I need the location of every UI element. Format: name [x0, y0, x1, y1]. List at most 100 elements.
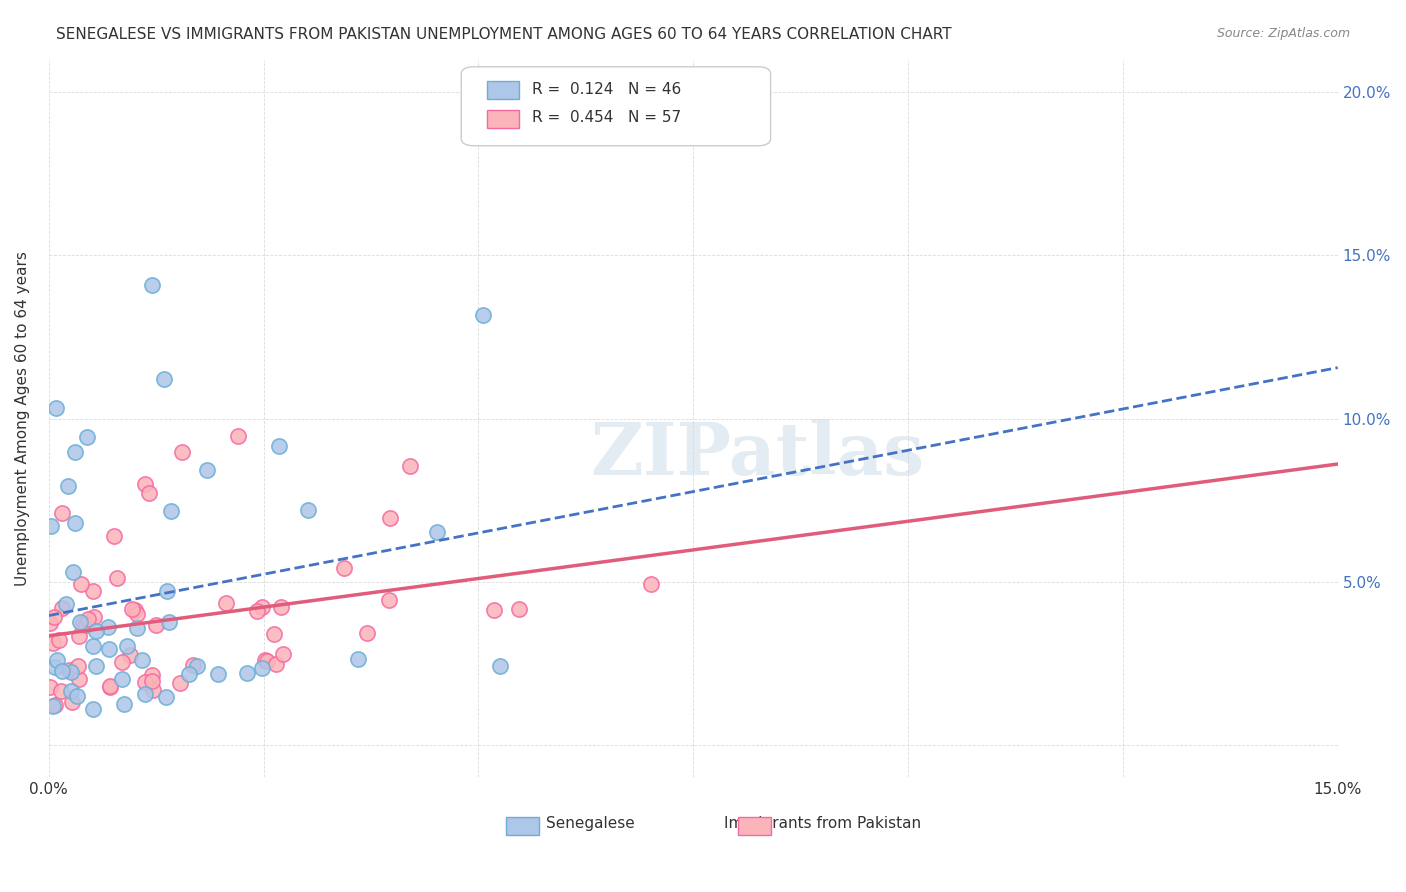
Text: Immigrants from Pakistan: Immigrants from Pakistan — [724, 815, 921, 830]
Senegalese — [197, 462, 219, 476]
Immigrants from Pakistan — [141, 668, 163, 682]
Senegalese — [186, 659, 208, 673]
Text: ZIPatlas: ZIPatlas — [591, 419, 925, 490]
Immigrants from Pakistan — [105, 571, 128, 585]
Text: R =  0.124   N = 46: R = 0.124 N = 46 — [531, 81, 682, 96]
Text: SENEGALESE VS IMMIGRANTS FROM PAKISTAN UNEMPLOYMENT AMONG AGES 60 TO 64 YEARS CO: SENEGALESE VS IMMIGRANTS FROM PAKISTAN U… — [56, 27, 952, 42]
Bar — [486, 81, 519, 99]
Senegalese — [63, 516, 86, 530]
Senegalese — [98, 641, 121, 656]
Immigrants from Pakistan — [51, 600, 73, 615]
Senegalese — [125, 621, 148, 635]
Immigrants from Pakistan — [48, 632, 70, 647]
Senegalese — [45, 401, 67, 416]
Immigrants from Pakistan — [270, 599, 292, 614]
Senegalese — [472, 308, 495, 322]
Immigrants from Pakistan — [124, 602, 146, 616]
Senegalese — [157, 615, 180, 630]
Senegalese — [426, 524, 449, 539]
Senegalese — [84, 659, 107, 673]
Senegalese — [489, 658, 512, 673]
Y-axis label: Unemployment Among Ages 60 to 64 years: Unemployment Among Ages 60 to 64 years — [15, 251, 30, 586]
Immigrants from Pakistan — [72, 616, 94, 631]
Immigrants from Pakistan — [98, 680, 121, 694]
Immigrants from Pakistan — [254, 653, 277, 667]
Senegalese — [69, 615, 91, 629]
Immigrants from Pakistan — [38, 680, 60, 694]
Senegalese — [46, 653, 69, 667]
Immigrants from Pakistan — [169, 676, 191, 690]
Immigrants from Pakistan — [44, 609, 66, 624]
Senegalese — [156, 584, 179, 599]
Text: R =  0.454   N = 57: R = 0.454 N = 57 — [531, 111, 682, 125]
Immigrants from Pakistan — [134, 477, 156, 491]
Immigrants from Pakistan — [118, 648, 141, 662]
Senegalese — [207, 667, 229, 681]
Immigrants from Pakistan — [333, 561, 356, 575]
Immigrants from Pakistan — [67, 658, 90, 673]
Senegalese — [59, 665, 82, 679]
Immigrants from Pakistan — [640, 577, 662, 591]
Bar — [506, 817, 538, 835]
Senegalese — [76, 430, 98, 444]
Senegalese — [62, 565, 84, 579]
Senegalese — [236, 666, 259, 681]
Senegalese — [155, 690, 177, 705]
Text: Source: ZipAtlas.com: Source: ZipAtlas.com — [1216, 27, 1350, 40]
Immigrants from Pakistan — [70, 577, 93, 591]
Bar — [738, 817, 770, 835]
Senegalese — [42, 698, 65, 713]
Immigrants from Pakistan — [398, 458, 420, 473]
Immigrants from Pakistan — [121, 602, 143, 616]
Immigrants from Pakistan — [82, 583, 104, 598]
Senegalese — [41, 519, 63, 533]
Immigrants from Pakistan — [246, 604, 269, 618]
Immigrants from Pakistan — [271, 647, 294, 661]
Immigrants from Pakistan — [103, 529, 125, 543]
Senegalese — [112, 697, 135, 711]
Senegalese — [134, 687, 156, 701]
Senegalese — [84, 624, 107, 639]
Senegalese — [44, 660, 66, 674]
Immigrants from Pakistan — [77, 612, 100, 626]
Senegalese — [66, 689, 89, 703]
Immigrants from Pakistan — [125, 607, 148, 622]
Senegalese — [111, 672, 134, 686]
Senegalese — [59, 684, 82, 698]
Immigrants from Pakistan — [508, 601, 530, 615]
Immigrants from Pakistan — [215, 596, 238, 610]
Immigrants from Pakistan — [256, 654, 278, 668]
Immigrants from Pakistan — [172, 445, 194, 459]
Immigrants from Pakistan — [263, 627, 285, 641]
Senegalese — [153, 372, 176, 386]
Senegalese — [267, 438, 290, 452]
Senegalese — [55, 597, 77, 611]
Bar — [486, 110, 519, 128]
Text: Senegalese: Senegalese — [546, 815, 634, 830]
Immigrants from Pakistan — [142, 683, 165, 698]
Immigrants from Pakistan — [250, 600, 273, 615]
Immigrants from Pakistan — [42, 636, 65, 650]
Immigrants from Pakistan — [75, 618, 97, 632]
Senegalese — [347, 652, 370, 666]
FancyBboxPatch shape — [461, 67, 770, 145]
Immigrants from Pakistan — [51, 506, 73, 520]
Senegalese — [159, 504, 181, 518]
Immigrants from Pakistan — [482, 603, 505, 617]
Immigrants from Pakistan — [67, 628, 90, 642]
Immigrants from Pakistan — [98, 679, 121, 693]
Senegalese — [250, 661, 273, 675]
Senegalese — [115, 640, 138, 654]
Senegalese — [177, 666, 200, 681]
Immigrants from Pakistan — [378, 592, 401, 607]
Immigrants from Pakistan — [356, 625, 378, 640]
Senegalese — [63, 445, 86, 459]
Immigrants from Pakistan — [226, 429, 249, 443]
Senegalese — [141, 277, 163, 292]
Senegalese — [131, 653, 153, 667]
Immigrants from Pakistan — [111, 656, 134, 670]
Immigrants from Pakistan — [145, 618, 167, 632]
Senegalese — [56, 479, 79, 493]
Immigrants from Pakistan — [51, 684, 73, 698]
Immigrants from Pakistan — [38, 615, 60, 630]
